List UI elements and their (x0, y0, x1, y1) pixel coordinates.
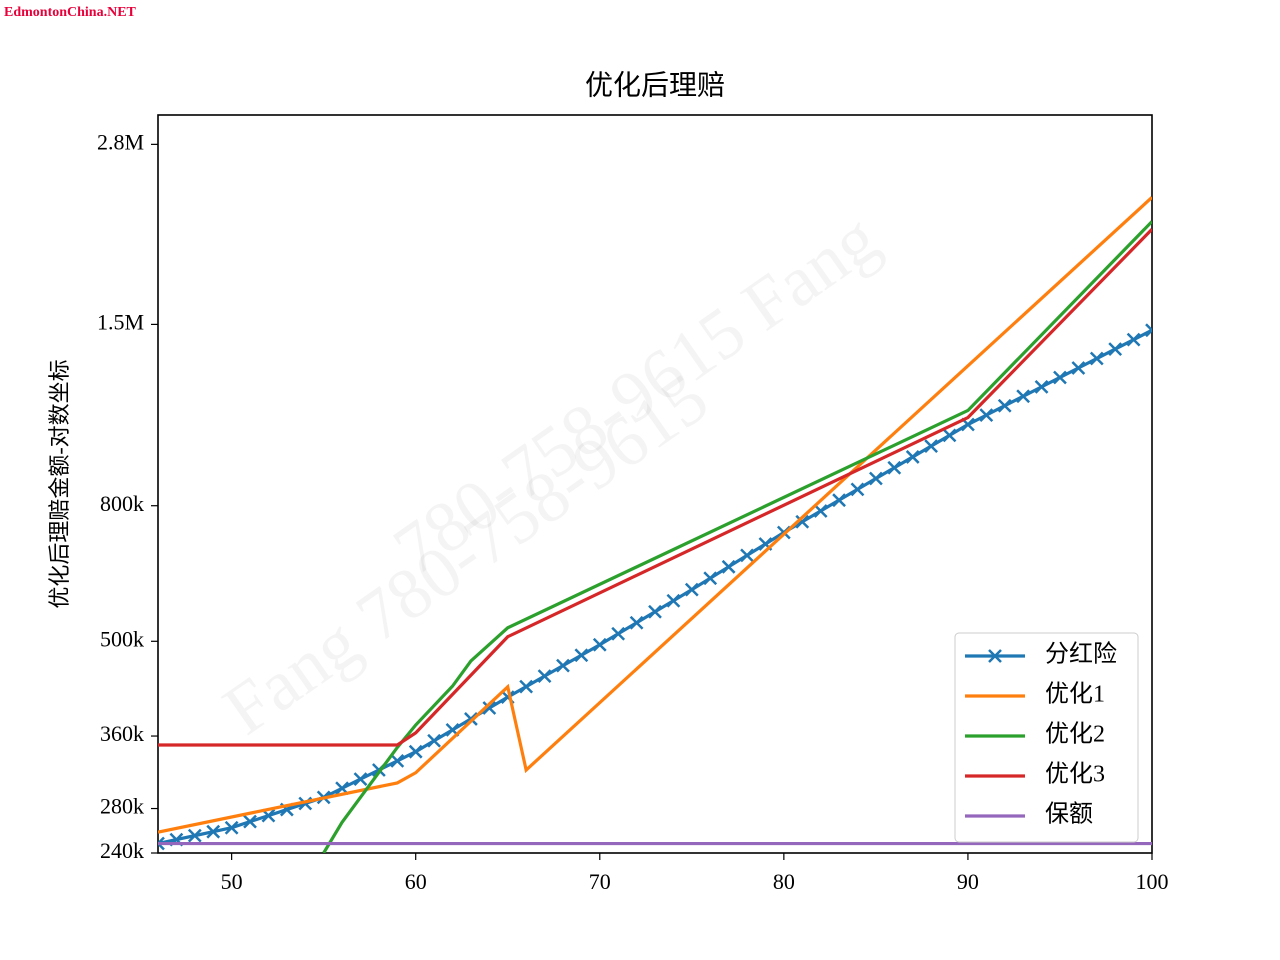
x-tick-label: 80 (773, 869, 795, 894)
marker (243, 814, 257, 829)
marker (740, 548, 754, 563)
x-tick-label: 50 (221, 869, 243, 894)
marker (795, 514, 810, 529)
legend-label: 优化1 (1045, 681, 1105, 708)
legend-label: 优化2 (1045, 721, 1105, 748)
y-tick-label: 1.5M (97, 309, 144, 334)
marker (703, 571, 718, 586)
series-line (158, 196, 1152, 834)
watermark: EdmontonChina.NET (4, 5, 137, 20)
marker (611, 626, 626, 641)
legend-box (954, 632, 1139, 843)
marker (924, 439, 938, 454)
x-tick-label: 90 (957, 869, 979, 894)
marker (869, 471, 883, 486)
marker (1145, 323, 1152, 338)
marker (648, 604, 662, 619)
marker (1126, 332, 1141, 347)
plot-area (158, 196, 1152, 853)
marker (592, 637, 607, 652)
plot-frame (157, 114, 1153, 854)
marker (408, 744, 423, 759)
chart-title: 优化后理赔 (585, 69, 725, 101)
marker (979, 408, 994, 423)
background-watermark: Fang 780-758-9615 (209, 358, 722, 750)
marker (887, 460, 902, 475)
y-tick-label: 240k (100, 838, 144, 863)
marker (942, 428, 957, 443)
x-tick-label: 60 (405, 869, 427, 894)
marker (187, 828, 202, 843)
marker (427, 733, 441, 748)
legend-label: 优化3 (1045, 761, 1105, 788)
marker (574, 648, 589, 663)
marker (850, 482, 865, 497)
x-tick-label: 100 (1136, 869, 1169, 894)
marker (1034, 379, 1049, 394)
marker (556, 658, 570, 673)
y-tick-label: 500k (100, 626, 144, 651)
y-tick-label: 360k (100, 721, 144, 746)
marker (1089, 351, 1104, 366)
legend-label: 分红险 (1045, 641, 1117, 668)
series-line (158, 228, 1152, 747)
marker (224, 820, 239, 835)
y-axis-label: 优化后理赔金额-对数坐标 (47, 359, 72, 608)
marker (1053, 370, 1067, 385)
marker (629, 615, 644, 630)
marker (353, 772, 368, 786)
marker (721, 559, 736, 574)
marker (390, 753, 405, 768)
y-tick-label: 2.8M (97, 129, 144, 154)
series-line (322, 220, 1152, 853)
marker (537, 669, 552, 684)
marker (1071, 361, 1086, 375)
marker (206, 824, 221, 839)
legend-label: 保额 (1045, 801, 1093, 828)
marker (905, 450, 920, 464)
marker (1108, 342, 1123, 356)
x-tick-label: 70 (589, 869, 611, 894)
marker (482, 701, 497, 715)
marker (158, 836, 165, 851)
marker (1016, 389, 1031, 404)
y-tick-label: 800k (100, 491, 144, 516)
marker (832, 493, 846, 508)
legend-marker (988, 649, 1002, 663)
marker (813, 504, 828, 518)
marker (519, 679, 534, 694)
y-tick-label: 280k (100, 794, 144, 819)
marker (666, 593, 681, 608)
marker (684, 582, 699, 597)
marker (997, 398, 1012, 413)
